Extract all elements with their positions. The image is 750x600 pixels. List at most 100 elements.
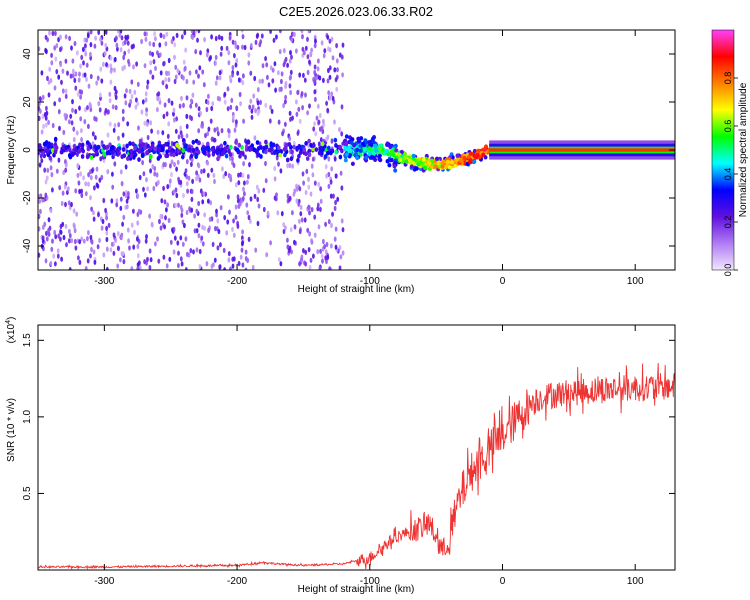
heatmap-cell <box>314 38 317 44</box>
heatmap-cell <box>317 58 320 64</box>
heatmap-cell <box>269 141 274 147</box>
heatmap-cell <box>195 247 199 253</box>
heatmap-cell <box>212 172 216 178</box>
heatmap-cell <box>61 190 65 196</box>
heatmap-cell <box>173 42 177 48</box>
heatmap-cell <box>70 201 73 208</box>
heatmap-cell <box>41 113 45 120</box>
heatmap-cell <box>222 173 226 179</box>
heatmap-cell <box>241 34 245 40</box>
heatmap-cell <box>255 184 259 190</box>
heatmap-cell <box>329 193 333 199</box>
heatmap-cell <box>120 35 124 41</box>
heatmap-cell <box>258 42 262 48</box>
heatmap-cell <box>303 217 307 223</box>
heatmap-cell <box>289 116 292 122</box>
heatmap-cell <box>377 156 382 162</box>
heatmap-cell <box>307 138 311 144</box>
heatmap-cell <box>53 101 57 107</box>
heatmap-cell <box>207 152 211 158</box>
heatmap-cell <box>65 242 68 248</box>
heatmap-cell <box>334 199 337 206</box>
heatmap-cell <box>46 167 50 173</box>
heatmap-cell <box>315 115 319 121</box>
heatmap-cell <box>353 152 358 157</box>
heatmap-cell <box>50 60 54 66</box>
heatmap-cell <box>112 232 116 238</box>
heatmap-cell <box>367 146 372 151</box>
heatmap-cell <box>66 186 70 192</box>
heatmap-cell <box>251 104 255 110</box>
heatmap-cell <box>249 196 253 202</box>
heatmap-cell <box>224 153 229 159</box>
heatmap-cell <box>295 48 298 54</box>
heatmap-cell <box>172 107 176 113</box>
heatmap-cell <box>216 126 219 132</box>
heatmap-cell <box>64 58 68 64</box>
heatmap-cell <box>71 73 75 79</box>
heatmap-cell <box>233 40 237 46</box>
heatmap-cell <box>120 235 123 241</box>
heatmap-cell <box>143 63 147 69</box>
heatmap-cell <box>134 104 138 110</box>
heatmap-cell <box>334 77 338 83</box>
heatmap-cell <box>186 188 190 194</box>
heatmap-cell <box>481 152 486 157</box>
heatmap-cell <box>307 176 310 182</box>
heatmap-cell <box>450 160 455 165</box>
heatmap-cell <box>102 252 106 258</box>
heatmap-cell <box>151 74 155 80</box>
heatmap-cell <box>165 31 169 37</box>
heatmap-cell <box>298 118 302 124</box>
heatmap-cell <box>326 254 330 260</box>
heatmap-cell <box>97 101 101 107</box>
heatmap-cell <box>191 147 196 153</box>
spectrogram-y-tick-label: 20 <box>22 96 33 108</box>
heatmap-cell <box>78 239 82 245</box>
heatmap-cell <box>218 75 222 81</box>
heatmap-cell <box>200 235 204 241</box>
heatmap-cell <box>167 217 171 224</box>
heatmap-cell <box>333 156 337 162</box>
heatmap-cell <box>108 142 112 148</box>
heatmap-cell <box>203 146 208 152</box>
heatmap-cell <box>239 101 243 107</box>
heatmap-cell <box>211 147 215 153</box>
heatmap-cell <box>228 74 232 81</box>
heatmap-cell <box>326 107 330 113</box>
heatmap-cell <box>88 101 92 107</box>
heatmap-cell <box>114 237 117 243</box>
heatmap-cell <box>217 34 221 40</box>
heatmap-cell <box>95 182 99 188</box>
heatmap-cell <box>320 40 324 46</box>
heatmap-cell <box>144 36 148 42</box>
heatmap-cell <box>207 126 211 132</box>
heatmap-cell <box>119 257 122 263</box>
heatmap-cell <box>468 159 472 165</box>
heatmap-cell <box>82 175 85 181</box>
heatmap-cell <box>394 148 399 153</box>
heatmap-cell <box>266 74 269 80</box>
heatmap-cell <box>308 231 311 237</box>
heatmap-cell <box>89 169 92 175</box>
heatmap-cell <box>210 167 214 173</box>
heatmap-cell <box>105 225 108 231</box>
heatmap-cell <box>164 77 168 83</box>
heatmap-cell <box>201 69 205 75</box>
heatmap-cell <box>173 117 176 123</box>
heatmap-cell <box>309 51 312 57</box>
heatmap-cell <box>81 46 85 53</box>
chart-title: C2E5.2026.023.06.33.R02 <box>279 4 433 19</box>
heatmap-cell <box>300 217 304 223</box>
heatmap-cell <box>475 153 480 158</box>
heatmap-cell <box>49 260 53 266</box>
heatmap-cell <box>58 125 61 131</box>
heatmap-cell <box>220 128 224 134</box>
heatmap-cell <box>312 126 316 132</box>
heatmap-cell <box>192 249 195 255</box>
heatmap-cell <box>64 167 68 173</box>
heatmap-cell <box>203 225 207 231</box>
heatmap-cell <box>190 196 194 202</box>
heatmap-cell <box>289 69 293 75</box>
